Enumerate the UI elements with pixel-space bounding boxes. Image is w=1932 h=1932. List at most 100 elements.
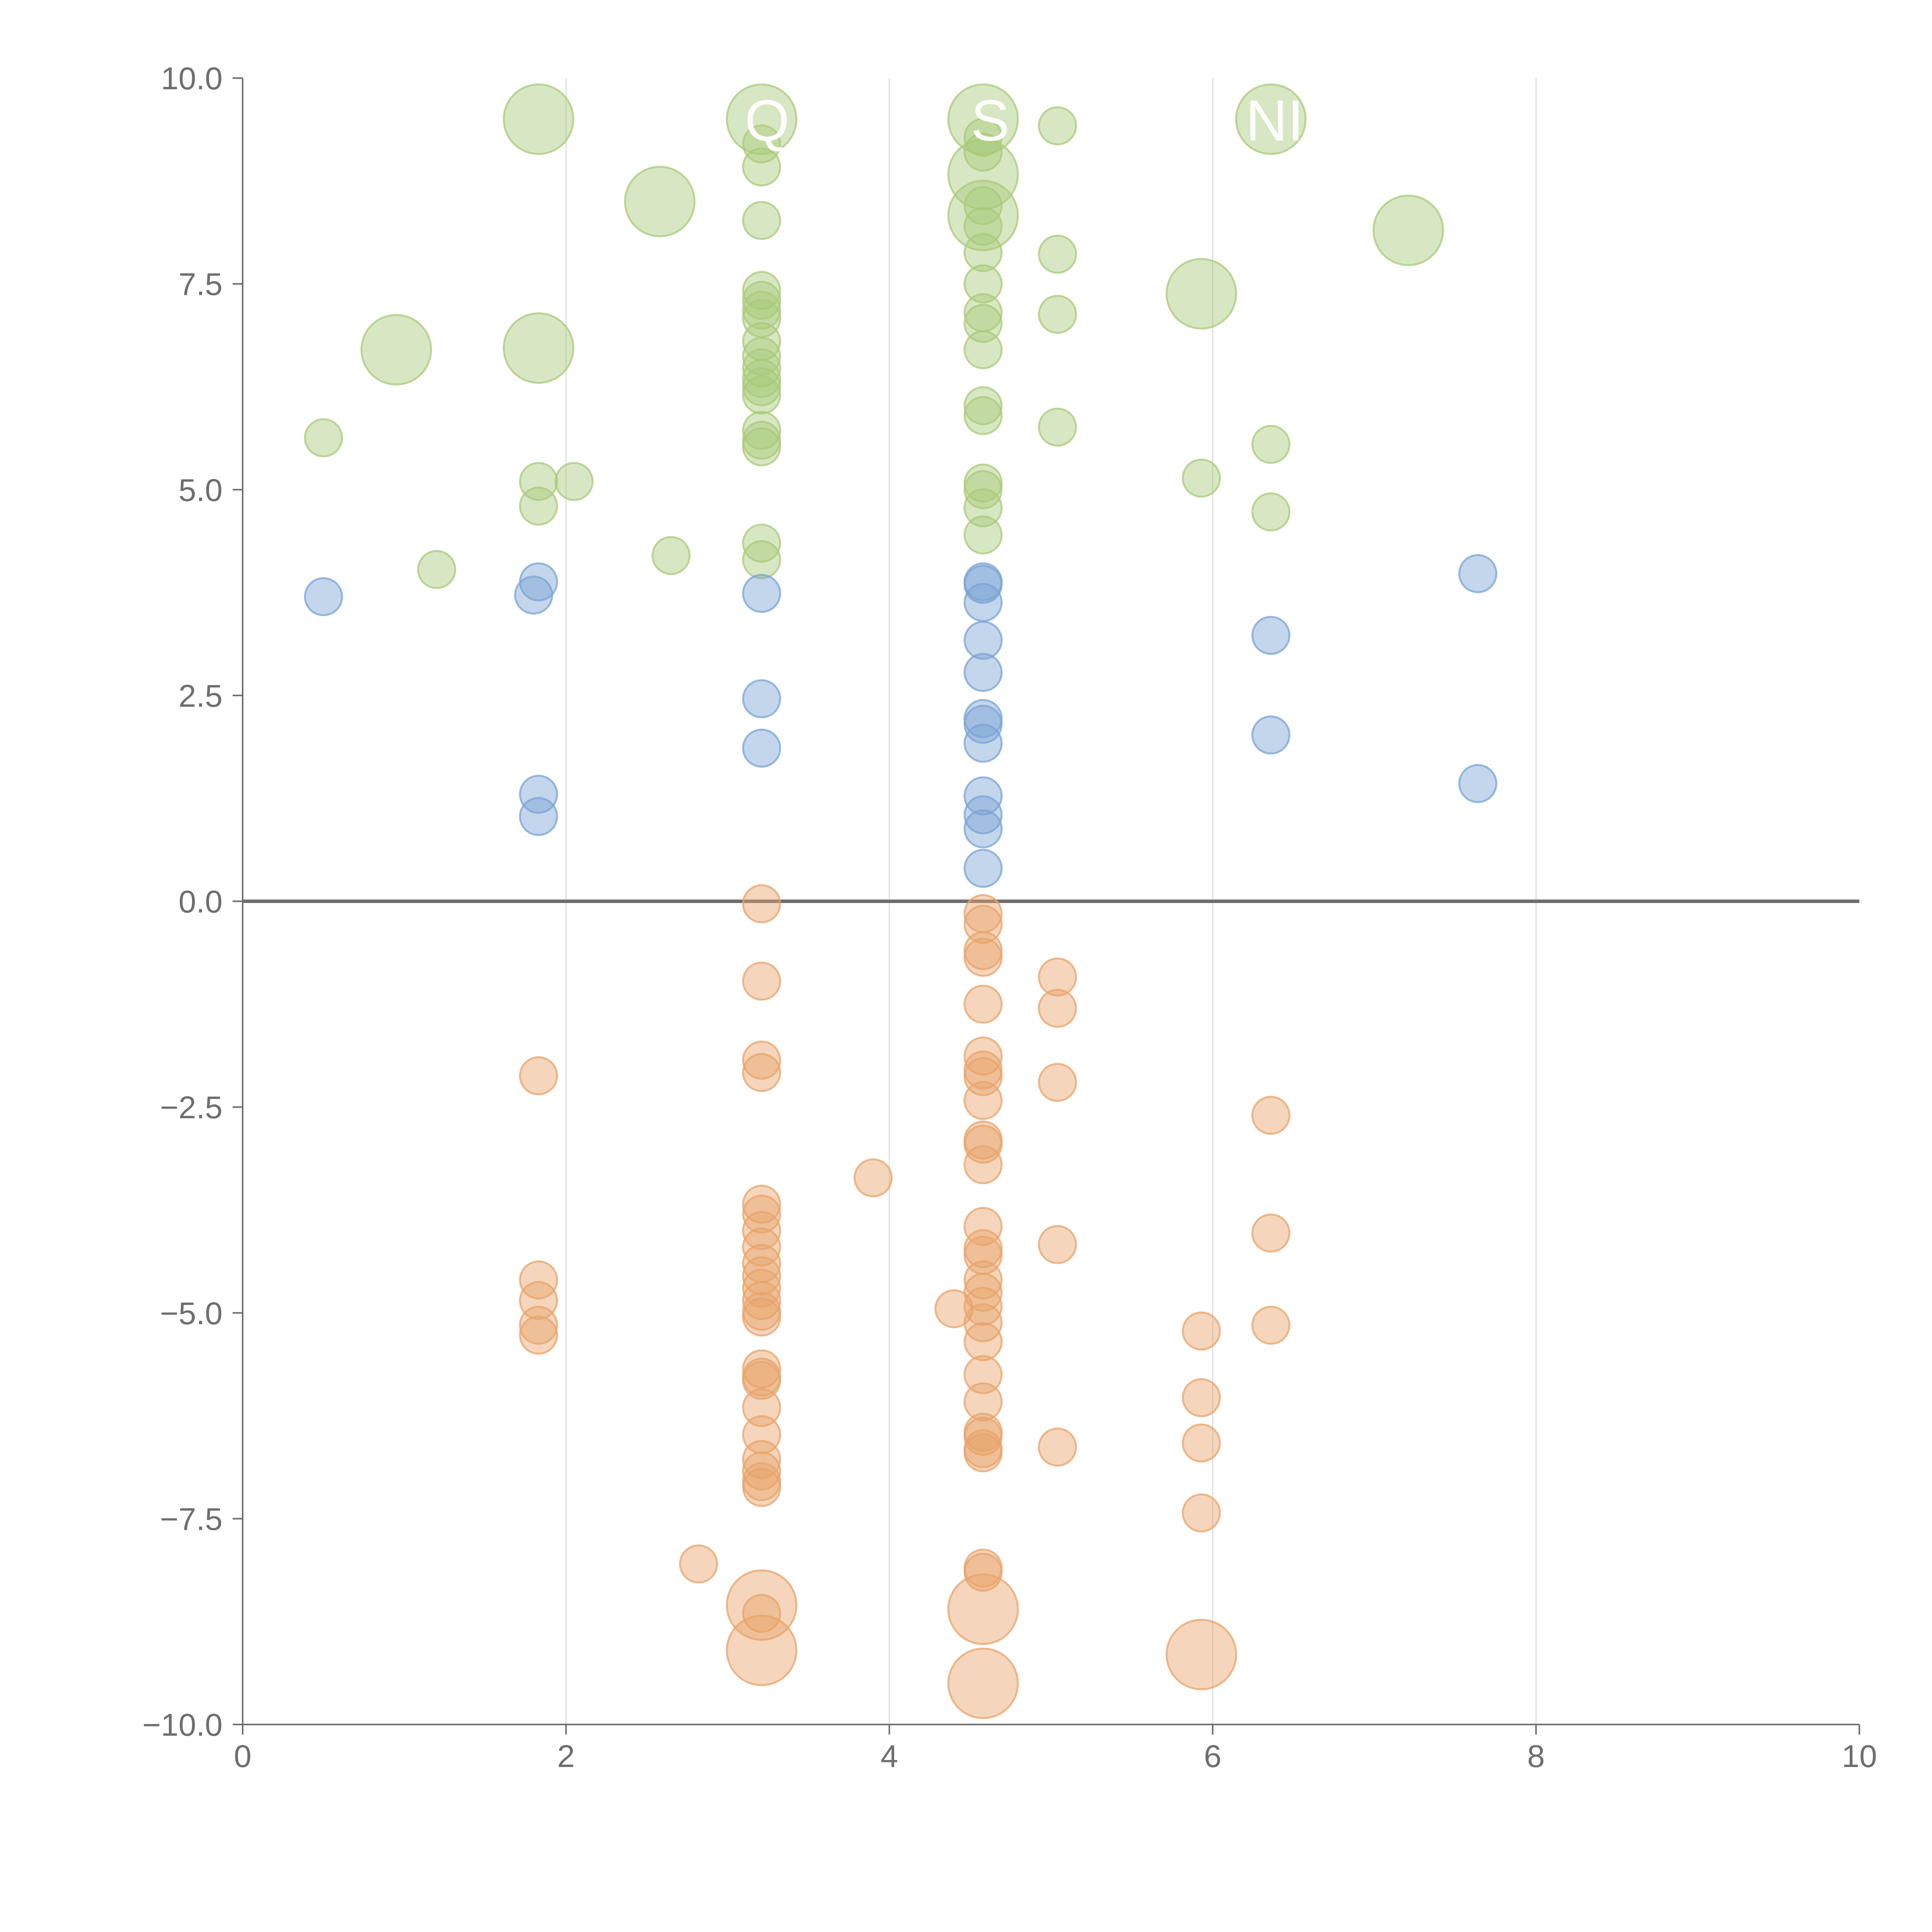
data-point xyxy=(963,233,1003,272)
data-point xyxy=(742,1440,781,1479)
data-point xyxy=(726,1614,798,1686)
data-point xyxy=(742,728,781,768)
data-point xyxy=(742,1041,781,1080)
data-point xyxy=(742,291,781,330)
x-tick-label: 4 xyxy=(881,1739,898,1774)
data-point xyxy=(742,540,781,579)
data-point xyxy=(963,1355,1003,1395)
data-point xyxy=(947,1573,1019,1645)
data-point xyxy=(963,723,1003,763)
data-point xyxy=(624,166,696,238)
data-point xyxy=(963,1057,1003,1096)
data-point xyxy=(963,621,1003,660)
data-point xyxy=(1235,83,1307,155)
data-point xyxy=(1251,425,1291,464)
data-point xyxy=(742,1349,781,1389)
data-point xyxy=(742,1468,781,1507)
data-point xyxy=(963,133,1003,172)
data-point xyxy=(519,1315,558,1355)
data-point xyxy=(1182,1378,1221,1417)
data-point xyxy=(417,550,456,589)
data-point xyxy=(519,1056,558,1095)
data-point xyxy=(742,1297,781,1337)
data-point xyxy=(947,1647,1019,1719)
x-tick-label: 0 xyxy=(234,1739,252,1774)
y-tick-label: −7.5 xyxy=(160,1502,223,1537)
data-point xyxy=(503,83,575,155)
data-point xyxy=(742,1361,781,1400)
data-point xyxy=(742,375,781,415)
data-point xyxy=(1182,458,1221,498)
data-point xyxy=(963,396,1003,435)
data-point xyxy=(304,418,343,457)
data-point xyxy=(742,359,781,398)
data-point xyxy=(742,1053,781,1092)
bubble-labels: Q S NI xyxy=(745,88,1304,153)
y-tick-label: −5.0 xyxy=(160,1296,223,1331)
data-point xyxy=(742,524,781,563)
data-point xyxy=(519,486,558,526)
data-point xyxy=(963,937,1003,977)
x-tick-label: 10 xyxy=(1842,1739,1877,1774)
data-point xyxy=(742,1281,781,1320)
data-point xyxy=(963,386,1003,425)
y-tick-label: 7.5 xyxy=(179,267,223,302)
y-tick-label: −2.5 xyxy=(160,1090,223,1125)
data-point xyxy=(947,138,1019,210)
data-point xyxy=(963,1287,1003,1326)
data-point xyxy=(963,1036,1003,1076)
data-point xyxy=(963,583,1003,622)
data-point xyxy=(742,147,781,187)
data-point xyxy=(963,1207,1003,1246)
data-point xyxy=(1182,1493,1221,1532)
data-point xyxy=(519,1306,558,1345)
data-label: Q xyxy=(745,88,790,153)
data-point xyxy=(963,330,1003,369)
data-point xyxy=(963,1145,1003,1184)
data-point xyxy=(963,1124,1003,1164)
data-point xyxy=(742,427,781,466)
data-point xyxy=(963,1553,1003,1592)
data-point xyxy=(1038,1225,1077,1264)
data-point xyxy=(742,367,781,406)
y-tick-label: −10.0 xyxy=(143,1708,223,1743)
data-point xyxy=(963,1322,1003,1361)
data-point xyxy=(1038,1427,1077,1467)
data-point xyxy=(854,1158,893,1197)
data-point xyxy=(1182,1311,1221,1351)
y-tick-label: 5.0 xyxy=(179,473,223,508)
data-point xyxy=(742,1194,781,1234)
data-point xyxy=(963,653,1003,692)
y-tick-label: 0.0 xyxy=(179,884,223,920)
data-point xyxy=(679,1544,718,1584)
bubbles xyxy=(304,83,1498,1719)
data-point xyxy=(742,1388,781,1427)
data-point xyxy=(742,271,781,310)
data-point xyxy=(742,1269,781,1308)
data-point xyxy=(1458,764,1498,803)
data-point xyxy=(1038,106,1077,146)
data-point xyxy=(1251,1213,1291,1253)
data-point xyxy=(742,1227,781,1267)
data-point xyxy=(963,186,1003,225)
data-point xyxy=(1372,194,1444,266)
data-point xyxy=(742,337,781,376)
data-point xyxy=(554,462,594,501)
data-point xyxy=(963,985,1003,1024)
data-point xyxy=(963,795,1003,835)
data-point xyxy=(519,1260,558,1300)
data-point xyxy=(963,849,1003,888)
data-point xyxy=(1458,554,1498,594)
data-point xyxy=(1182,1423,1221,1463)
data-point xyxy=(742,1451,781,1491)
data-point xyxy=(503,312,575,384)
data-point xyxy=(1251,1306,1291,1345)
axes: 0 2 4 6 8 10 10.0 7.5 5.0 2.5 0.0 −2.5 −5.0 −7.5 −10.0 xyxy=(143,61,1877,1774)
data-point xyxy=(963,515,1003,554)
data-point xyxy=(963,1081,1003,1120)
data-point xyxy=(934,1289,974,1328)
data-point xyxy=(963,1433,1003,1473)
data-point xyxy=(1251,715,1291,755)
